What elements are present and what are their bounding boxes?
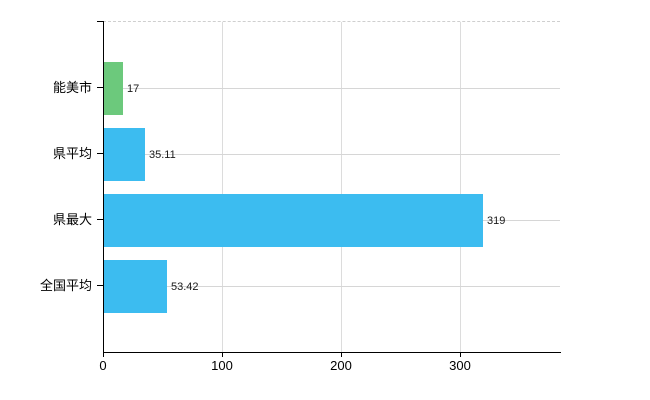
category-label-prefecture-max: 県最大: [52, 212, 92, 227]
category-tick: [97, 87, 103, 88]
horizontal-gridline: [103, 154, 560, 155]
x-axis-tick: [341, 353, 342, 357]
horizontal-gridline: [103, 286, 560, 287]
x-axis-tick-label: 0: [99, 358, 107, 373]
bar-national-average: [103, 260, 167, 313]
bar-value-label: 53.42: [171, 281, 199, 293]
bar-value-label: 17: [127, 83, 140, 95]
category-label-national-average: 全国平均: [39, 278, 92, 293]
bar-value-label: 35.11: [149, 149, 176, 161]
vertical-gridline-200: [341, 22, 342, 352]
x-axis-tick: [222, 353, 223, 357]
horizontal-gridline: [103, 88, 560, 89]
x-axis-tick-label: 300: [449, 358, 471, 373]
category-tick: [97, 219, 103, 220]
x-axis-line: [103, 352, 561, 353]
vertical-gridline-100: [222, 22, 223, 352]
category-tick: [97, 285, 103, 286]
bar-prefecture-max: [103, 194, 483, 247]
category-label-prefecture-average: 県平均: [52, 146, 92, 161]
category-tick: [97, 153, 103, 154]
x-axis-tick-label: 200: [330, 358, 352, 373]
plot-area: 17 35.11 319 53.42: [103, 21, 560, 352]
x-axis-tick: [460, 353, 461, 357]
bar-nomi-city: [103, 62, 123, 115]
y-axis-top-tick: [97, 21, 103, 22]
y-axis-line: [103, 21, 104, 357]
x-axis-tick-label: 100: [211, 358, 233, 373]
bar-value-label: 319: [487, 215, 506, 227]
bar-prefecture-average: [103, 128, 145, 181]
vertical-gridline-300: [460, 22, 461, 352]
category-label-nomi-city: 能美市: [52, 80, 92, 95]
